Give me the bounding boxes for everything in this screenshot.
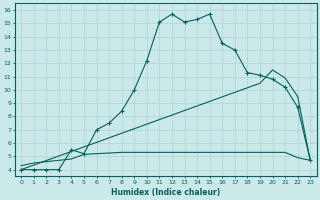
X-axis label: Humidex (Indice chaleur): Humidex (Indice chaleur)	[111, 188, 220, 197]
